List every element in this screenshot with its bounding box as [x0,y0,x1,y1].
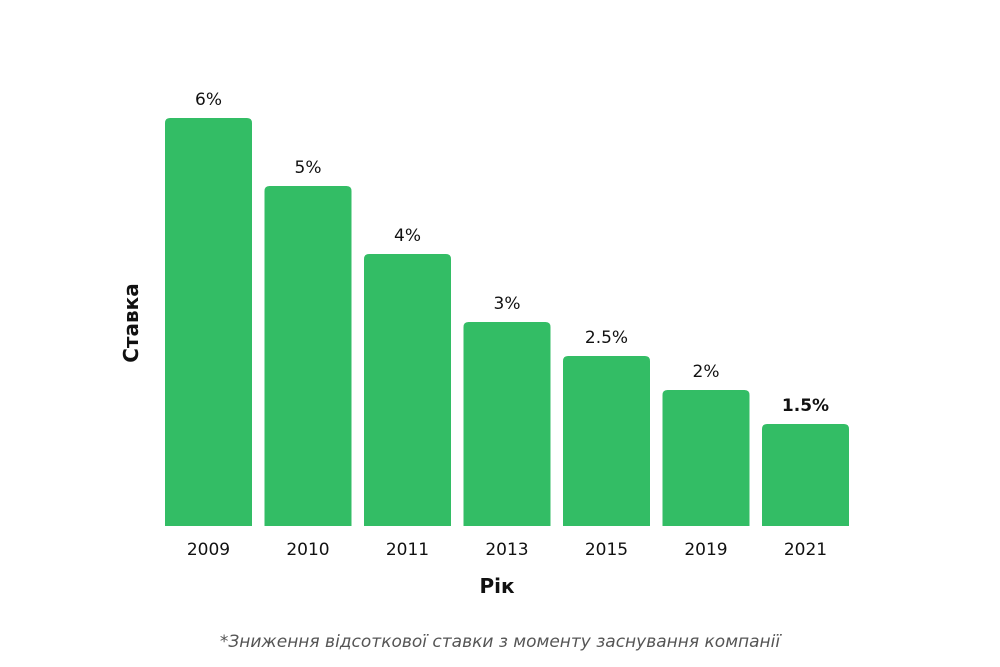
bar-2015 [563,356,650,526]
value-labels-group: 6% 5% 4% 3% 2.5% 2% 1.5% [195,90,829,416]
value-label-2013: 3% [494,294,521,314]
value-label-2009: 6% [195,90,222,110]
value-label-2019: 2% [693,362,720,382]
x-axis-title: Рік [479,574,515,598]
value-label-2011: 4% [394,226,421,246]
value-label-2021: 1.5% [782,396,829,416]
bar-2019 [662,390,750,526]
bar-2013 [463,322,551,526]
x-tick-label-2011: 2011 [386,540,429,560]
value-label-2015: 2.5% [585,328,628,348]
x-tick-label-2015: 2015 [585,540,628,560]
bar-2011 [364,254,451,526]
x-tick-labels-group: 2009 2010 2011 2013 2015 2019 2021 [187,540,827,560]
x-tick-label-2021: 2021 [784,540,827,560]
x-tick-label-2009: 2009 [187,540,230,560]
bars-group [165,118,849,526]
y-axis-title: Ставка [119,283,143,363]
footnote: *Зниження відсоткової ставки з моменту з… [219,632,781,652]
bar-2009 [165,118,252,526]
bar-2021 [762,424,849,526]
x-tick-label-2019: 2019 [684,540,727,560]
x-tick-label-2013: 2013 [485,540,528,560]
x-tick-label-2010: 2010 [286,540,329,560]
bar-2010 [264,186,352,526]
value-label-2010: 5% [295,158,322,178]
